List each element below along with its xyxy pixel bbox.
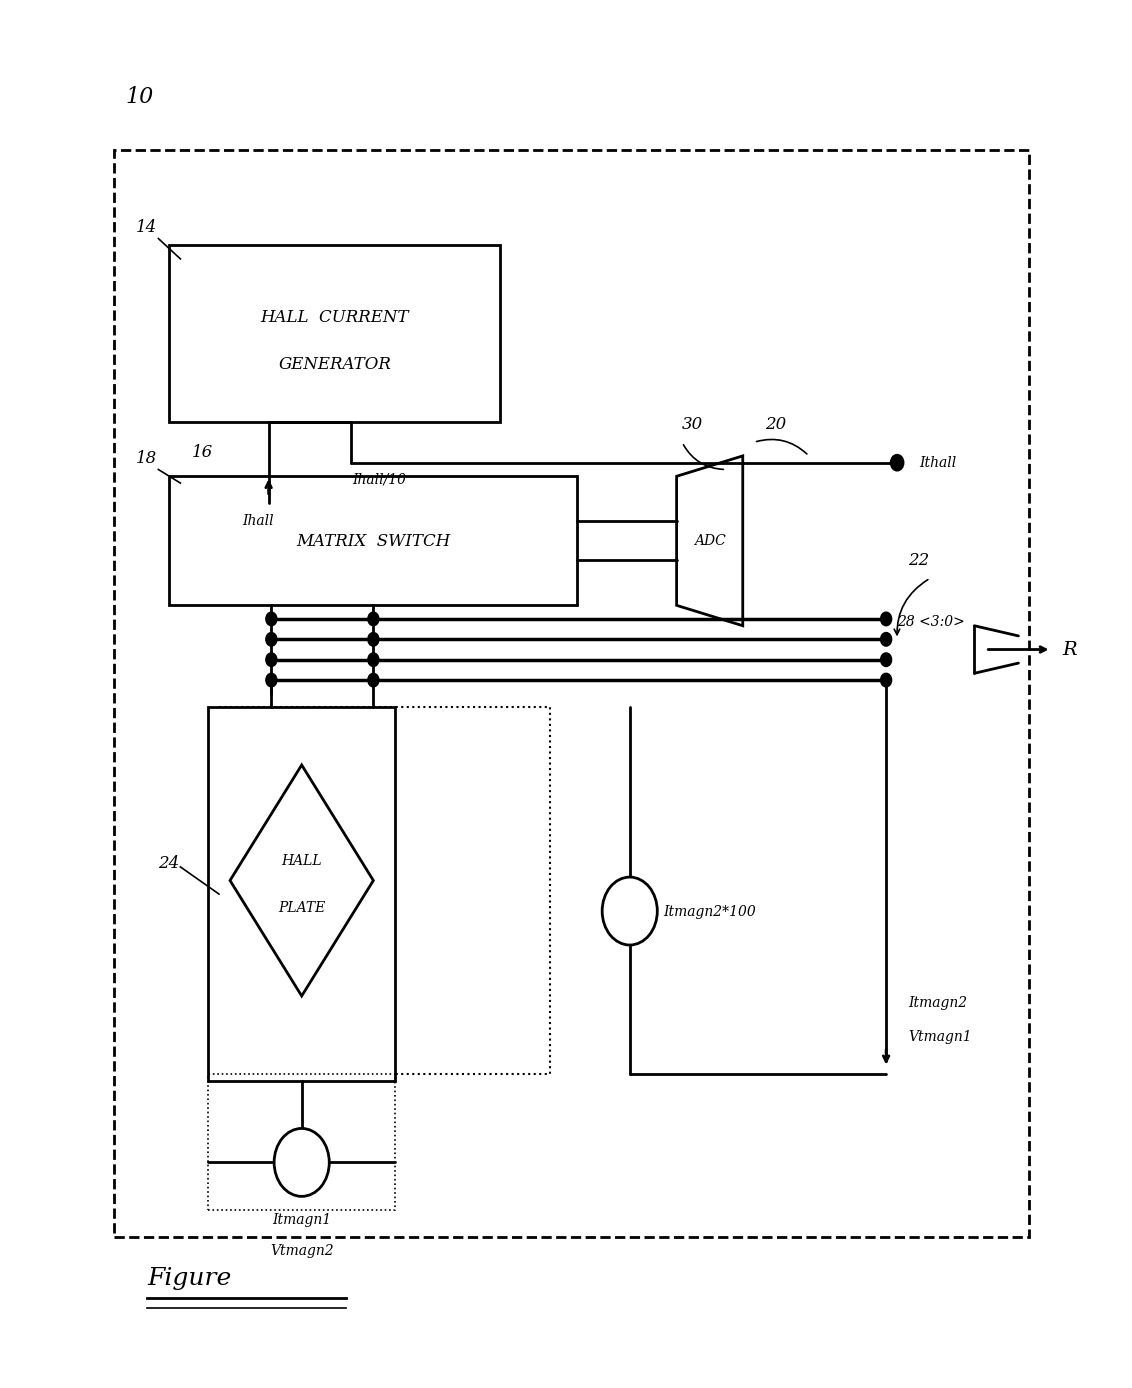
Circle shape: [266, 654, 276, 666]
Bar: [218, 708, 549, 1074]
Bar: [208, 708, 395, 1081]
Text: 30: 30: [681, 416, 703, 433]
Circle shape: [274, 1128, 329, 1196]
Text: MATRIX  SWITCH: MATRIX SWITCH: [297, 533, 451, 550]
Circle shape: [880, 654, 891, 666]
Circle shape: [368, 633, 379, 647]
Text: 18: 18: [136, 450, 157, 468]
Text: 14: 14: [136, 219, 157, 236]
Text: Vtmagn1: Vtmagn1: [908, 1030, 971, 1044]
Text: ADC: ADC: [694, 534, 726, 548]
Polygon shape: [230, 765, 374, 997]
Circle shape: [368, 673, 379, 687]
Bar: [208, 1074, 395, 1210]
Text: 16: 16: [191, 443, 213, 461]
Text: 22: 22: [908, 552, 929, 569]
Circle shape: [880, 612, 891, 626]
Text: 24: 24: [158, 854, 180, 872]
Text: Vtmagn2: Vtmagn2: [269, 1244, 333, 1258]
Text: Itmagn1: Itmagn1: [272, 1213, 331, 1227]
Text: Figure: Figure: [147, 1267, 231, 1289]
Text: GENERATOR: GENERATOR: [278, 355, 391, 372]
Circle shape: [368, 612, 379, 626]
Bar: [114, 151, 1029, 1237]
Circle shape: [880, 673, 891, 687]
Polygon shape: [676, 457, 743, 626]
Text: R: R: [1062, 641, 1077, 659]
Text: Itmagn2: Itmagn2: [908, 995, 967, 1009]
Bar: [170, 476, 577, 605]
Circle shape: [368, 654, 379, 666]
Circle shape: [602, 877, 657, 945]
Text: Itmagn2*100: Itmagn2*100: [662, 905, 755, 919]
Text: HALL  CURRENT: HALL CURRENT: [260, 310, 409, 326]
Circle shape: [880, 633, 891, 647]
Circle shape: [266, 612, 276, 626]
Text: Ithall: Ithall: [919, 457, 955, 471]
Circle shape: [266, 673, 276, 687]
Bar: [170, 246, 500, 422]
Text: 20: 20: [764, 416, 786, 433]
Text: Ihall: Ihall: [241, 514, 273, 527]
Circle shape: [266, 633, 276, 647]
Circle shape: [890, 455, 903, 472]
Text: 28 <3:0>: 28 <3:0>: [897, 615, 964, 629]
Text: 10: 10: [126, 86, 154, 108]
Text: PLATE: PLATE: [277, 901, 325, 915]
Text: HALL: HALL: [281, 854, 321, 868]
Text: Ihall/10: Ihall/10: [352, 472, 405, 487]
